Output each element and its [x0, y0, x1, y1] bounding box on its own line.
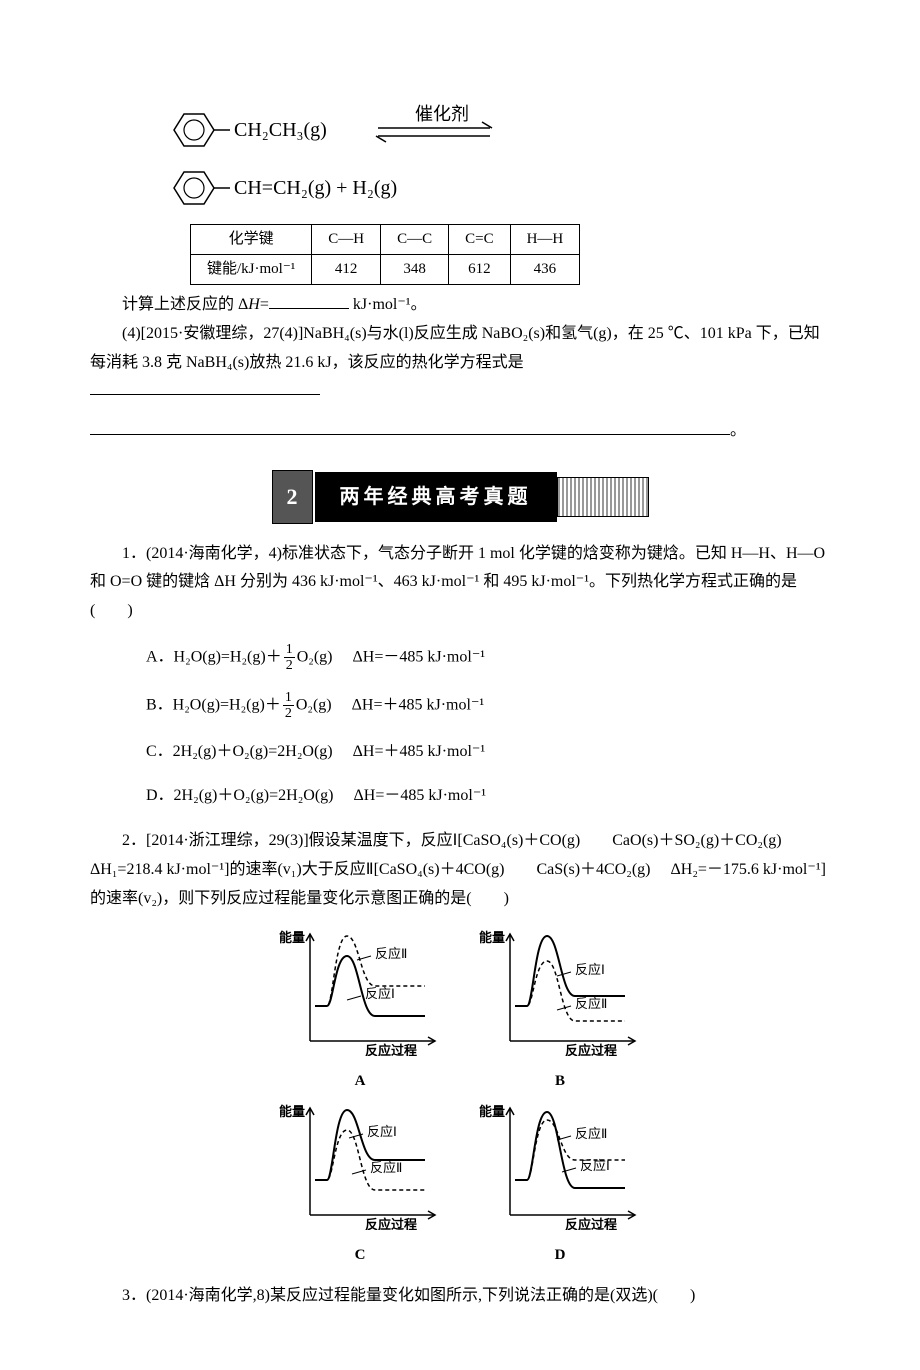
table-col: C—C: [381, 225, 449, 255]
q1-opt-a: A．H₂O(g)=H₂(g)＋12O₂(g) ΔH=－485 kJ·mol⁻¹: [146, 642, 830, 674]
energy-diagram-grid: 能量反应过程反应Ⅰ反应Ⅱ A 能量反应过程反应Ⅰ反应Ⅱ B 能量反应过程反应Ⅰ反…: [90, 926, 830, 1270]
section-number: 2: [272, 470, 313, 524]
reaction-scheme: CH₂CH₃(g) 催化剂 CH=CH₂(g) + H₂(g): [160, 100, 830, 216]
svg-text:能量: 能量: [279, 930, 305, 945]
table-col: H—H: [510, 225, 580, 255]
svg-text:反应过程: 反应过程: [365, 1043, 417, 1056]
table-cell: 348: [381, 255, 449, 285]
svg-text:反应Ⅱ: 反应Ⅱ: [575, 996, 607, 1011]
q4-stem: (4)[2015·安徽理综，27(4)]NaBH₄(s)与水(l)反应生成 Na…: [90, 320, 830, 378]
calc-pre: 计算上述反应的 Δ: [122, 296, 248, 313]
q1-stem: 1．(2014·海南化学，4)标准状态下，气态分子断开 1 mol 化学键的焓变…: [90, 540, 830, 626]
svg-text:反应Ⅰ: 反应Ⅰ: [367, 1124, 397, 1139]
diagram-panel-a: 能量反应过程 反应Ⅰ 反应Ⅱ A: [265, 926, 455, 1096]
blank-line: [90, 418, 730, 435]
table-cell: 612: [449, 255, 510, 285]
calc-var: H: [248, 296, 260, 313]
svg-text:反应Ⅱ: 反应Ⅱ: [370, 1160, 402, 1175]
table-col: C=C: [449, 225, 510, 255]
fraction: 12: [284, 642, 295, 674]
calc-line: 计算上述反应的 ΔH= kJ·mol⁻¹。: [90, 291, 830, 320]
table-row-label: 键能/kJ·mol⁻¹: [191, 255, 312, 285]
fraction: 12: [283, 690, 294, 722]
section-title: 两年经典高考真题: [315, 472, 557, 522]
q1-opt-c: C．2H₂(g)＋O₂(g)=2H₂O(g) ΔH=＋485 kJ·mol⁻¹: [146, 738, 830, 767]
q3-stem: 3．(2014·海南化学,8)某反应过程能量变化如图所示,下列说法正确的是(双选…: [90, 1282, 830, 1311]
catalyst-label: 催化剂: [415, 104, 469, 124]
q1-opt-b: B．H₂O(g)=H₂(g)＋12O₂(g) ΔH=＋485 kJ·mol⁻¹: [146, 690, 830, 722]
svg-text:反应Ⅱ: 反应Ⅱ: [375, 946, 407, 961]
svg-text:反应Ⅰ: 反应Ⅰ: [365, 986, 395, 1001]
product-text: CH=CH₂(g) + H₂(g): [234, 177, 397, 199]
panel-label: C: [265, 1242, 455, 1269]
calc-unit: kJ·mol⁻¹。: [349, 296, 427, 313]
panel-label: B: [465, 1068, 655, 1095]
q1-opt-d: D．2H₂(g)＋O₂(g)=2H₂O(g) ΔH=－485 kJ·mol⁻¹: [146, 782, 830, 811]
table-cell: 412: [312, 255, 381, 285]
table-col: C—H: [312, 225, 381, 255]
diagram-panel-c: 能量反应过程 反应Ⅰ 反应Ⅱ C: [265, 1100, 455, 1270]
svg-text:能量: 能量: [479, 930, 505, 945]
section-stripes-icon: [557, 477, 649, 517]
svg-text:反应过程: 反应过程: [565, 1217, 617, 1230]
blank-line: [90, 378, 320, 395]
q2-stem: 2．[2014·浙江理综，29(3)]假设某温度下，反应Ⅰ[CaSO₄(s)＋C…: [90, 827, 830, 913]
svg-text:反应过程: 反应过程: [565, 1043, 617, 1056]
panel-label: D: [465, 1242, 655, 1269]
svg-text:反应Ⅱ: 反应Ⅱ: [575, 1126, 607, 1141]
blank-input: [269, 292, 349, 309]
diagram-panel-b: 能量反应过程 反应Ⅰ 反应Ⅱ B: [465, 926, 655, 1096]
calc-eq: =: [260, 296, 269, 313]
svg-text:反应Ⅰ: 反应Ⅰ: [580, 1158, 610, 1173]
panel-label: A: [265, 1068, 455, 1095]
svg-text:能量: 能量: [279, 1104, 305, 1119]
diagram-panel-d: 能量反应过程 反应Ⅰ 反应Ⅱ D: [465, 1100, 655, 1270]
section-header: 2 两年经典高考真题: [90, 470, 830, 524]
svg-text:反应过程: 反应过程: [365, 1217, 417, 1230]
table-header-label: 化学键: [191, 225, 312, 255]
reactant-text: CH₂CH₃(g): [234, 119, 327, 141]
svg-text:反应Ⅰ: 反应Ⅰ: [575, 962, 605, 977]
svg-text:能量: 能量: [479, 1104, 505, 1119]
bond-energy-table: 化学键 C—H C—C C=C H—H 键能/kJ·mol⁻¹ 412 348 …: [190, 224, 580, 285]
table-cell: 436: [510, 255, 580, 285]
